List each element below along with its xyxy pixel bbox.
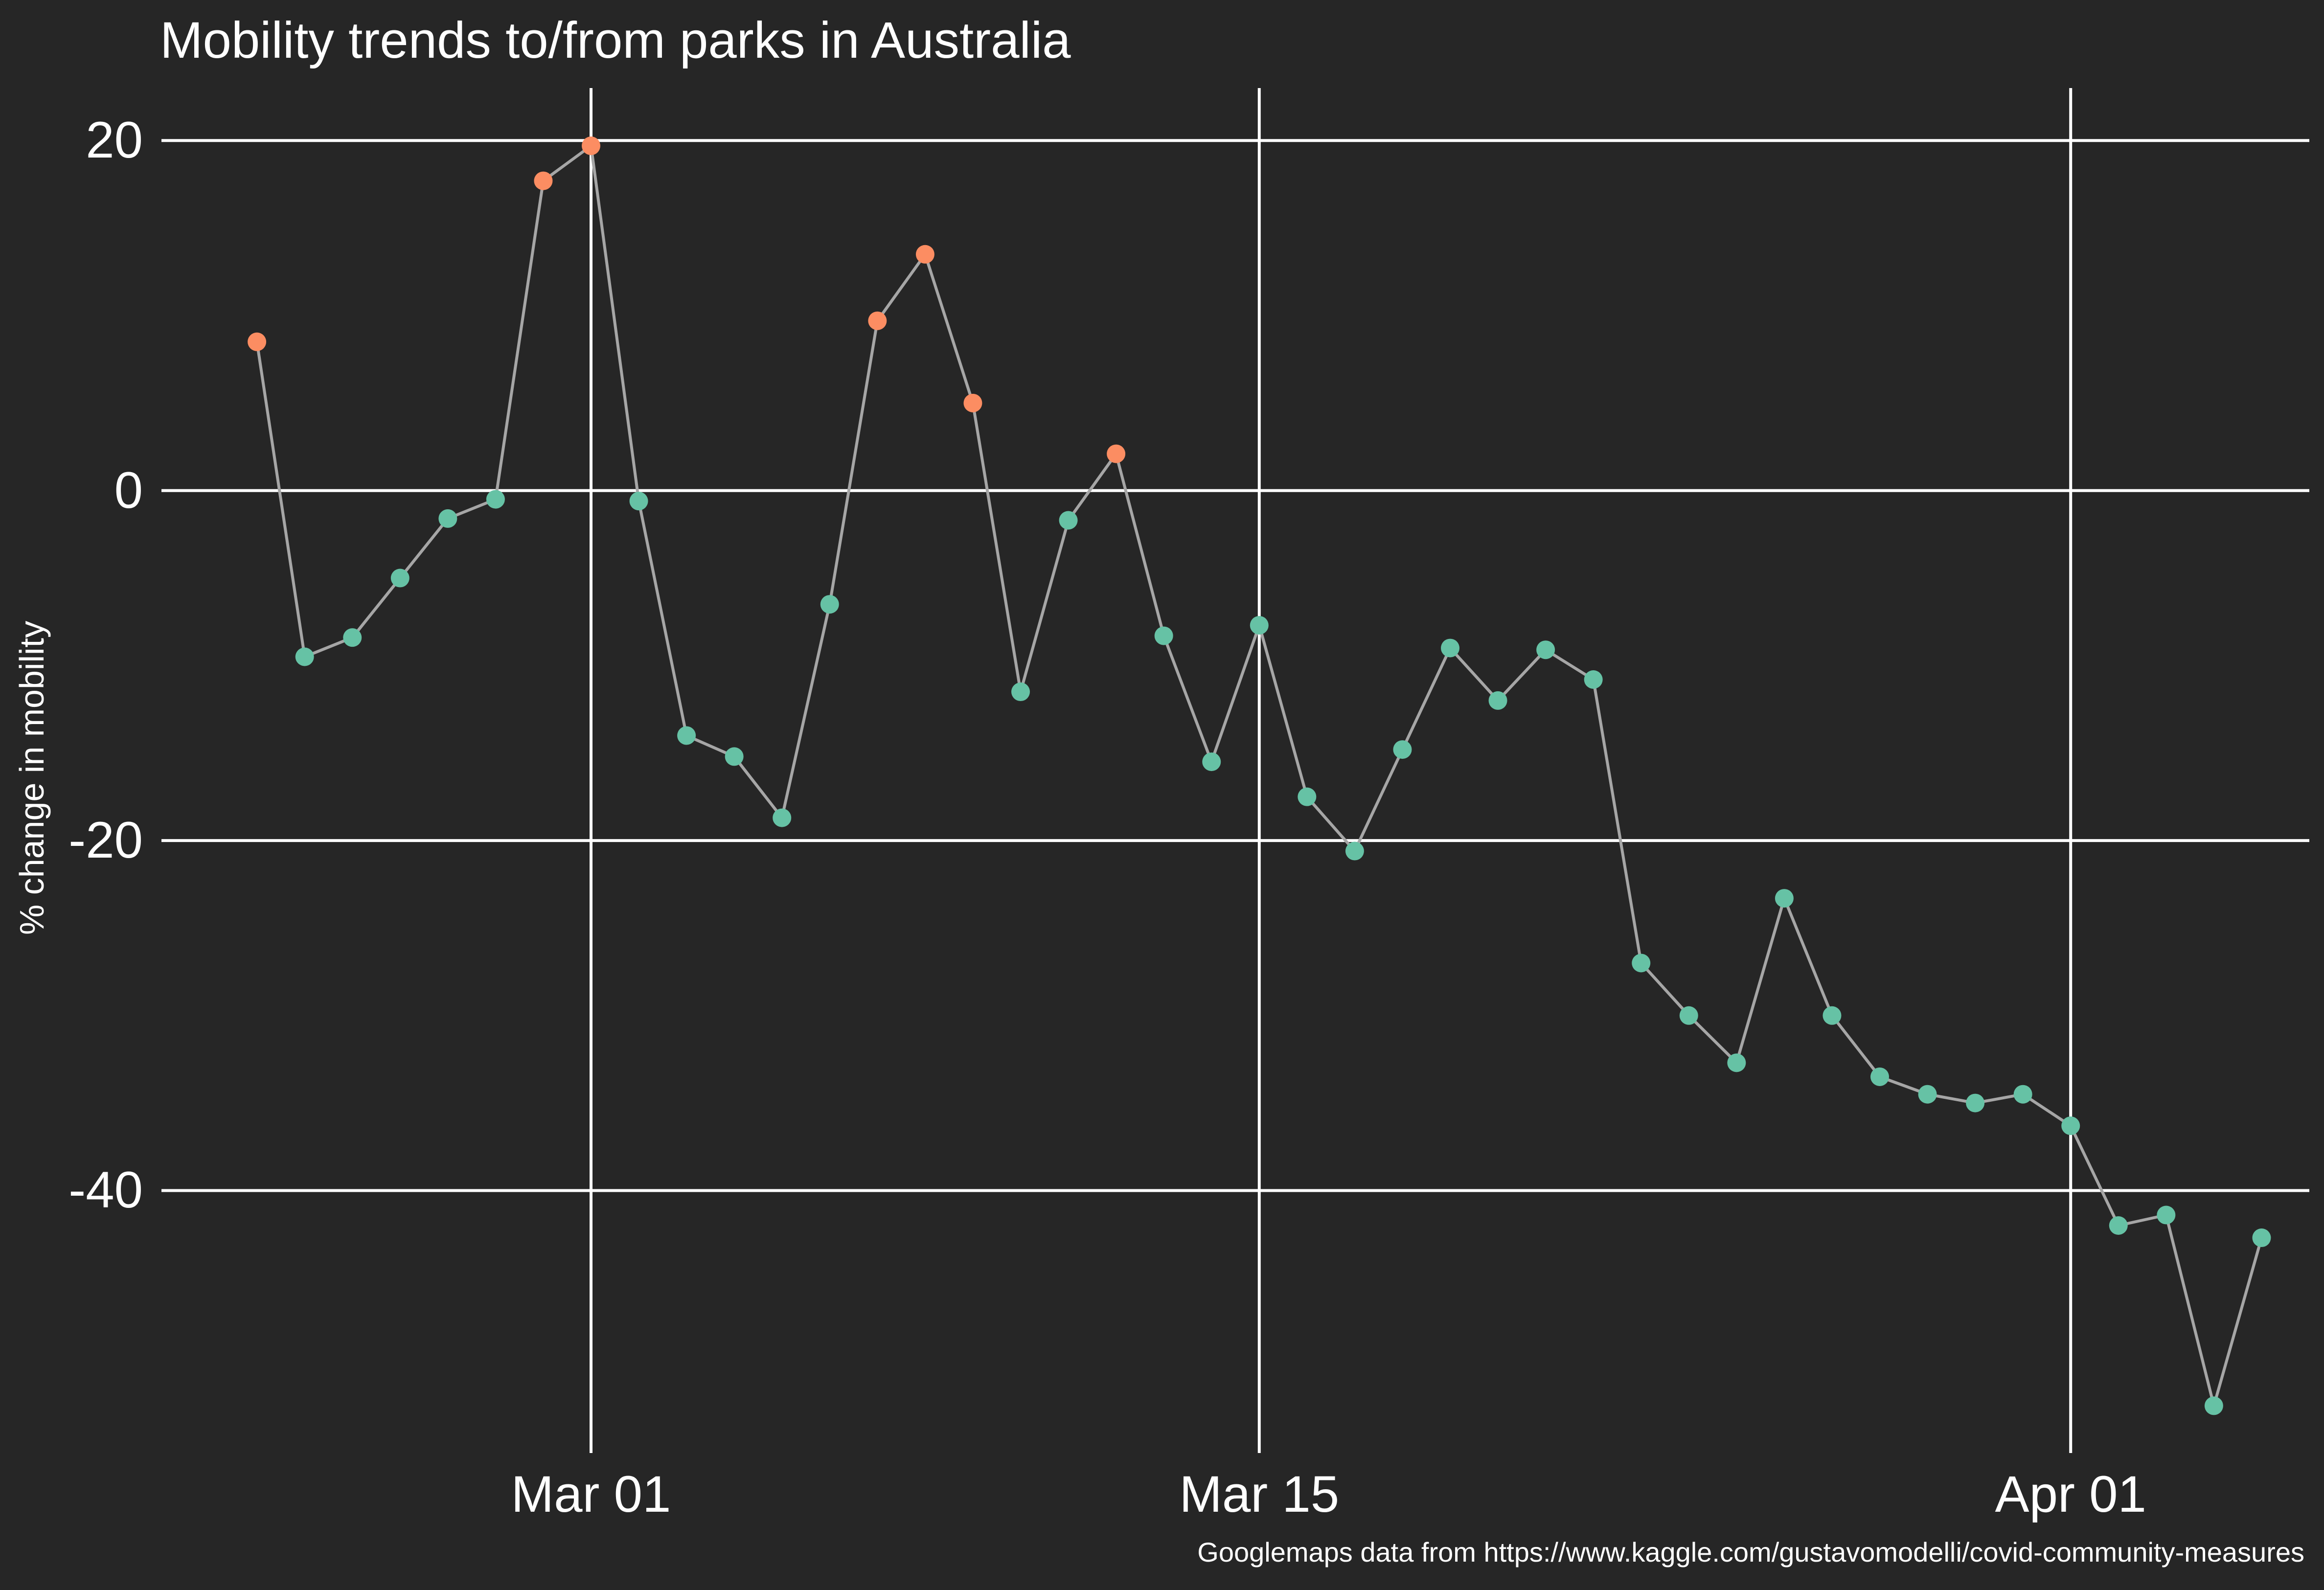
data-point xyxy=(486,490,505,509)
data-point xyxy=(1107,444,1126,463)
y-tick-label: -40 xyxy=(68,1161,143,1219)
y-axis-label: % change in mobility xyxy=(13,621,51,935)
data-point xyxy=(1393,740,1412,759)
data-point xyxy=(1011,682,1030,702)
data-point xyxy=(248,332,267,351)
data-point xyxy=(963,393,982,412)
data-point xyxy=(1966,1093,1985,1113)
data-point xyxy=(915,245,934,264)
data-point xyxy=(1441,638,1459,658)
data-point xyxy=(1536,640,1555,659)
x-tick-label: Apr 01 xyxy=(1995,1466,2146,1523)
data-point xyxy=(1059,511,1078,530)
data-point xyxy=(1632,954,1651,973)
data-point xyxy=(2061,1116,2080,1136)
data-point xyxy=(725,747,744,766)
data-point xyxy=(629,492,648,511)
data-point xyxy=(438,509,457,528)
data-point xyxy=(1584,670,1603,689)
y-tick-label: 20 xyxy=(86,112,143,169)
x-tick-label: Mar 15 xyxy=(1179,1466,1340,1523)
data-point xyxy=(1202,752,1221,772)
data-points-group xyxy=(248,136,2271,1415)
y-tick-label: 0 xyxy=(114,461,143,519)
data-point xyxy=(868,311,887,330)
data-point xyxy=(1250,616,1269,635)
data-point xyxy=(1679,1006,1698,1025)
data-point xyxy=(295,647,314,666)
data-point xyxy=(1918,1085,1937,1104)
chart-caption: Googlemaps data from https://www.kaggle.… xyxy=(1197,1537,2304,1567)
data-point xyxy=(677,726,696,745)
data-point xyxy=(820,595,839,614)
chart-title: Mobility trends to/from parks in Austral… xyxy=(160,12,1071,69)
data-point xyxy=(390,568,410,588)
data-point xyxy=(2013,1085,2032,1104)
data-point xyxy=(1775,889,1794,908)
x-tick-label: Mar 01 xyxy=(511,1466,671,1523)
data-point xyxy=(1154,626,1173,645)
data-point xyxy=(1298,787,1317,806)
data-point xyxy=(2109,1216,2128,1235)
data-point xyxy=(1823,1006,1842,1025)
data-point xyxy=(2157,1205,2176,1225)
data-point xyxy=(1727,1053,1746,1072)
data-point xyxy=(2204,1396,2223,1415)
grid-lines xyxy=(161,88,2309,1453)
data-point xyxy=(1488,691,1507,710)
data-point xyxy=(1345,841,1364,861)
data-point xyxy=(1870,1067,1889,1086)
data-point xyxy=(2252,1228,2271,1248)
data-point xyxy=(343,628,362,647)
y-tick-label: -20 xyxy=(68,812,143,869)
data-point xyxy=(534,171,553,190)
data-point xyxy=(773,808,792,827)
data-point xyxy=(582,136,600,156)
